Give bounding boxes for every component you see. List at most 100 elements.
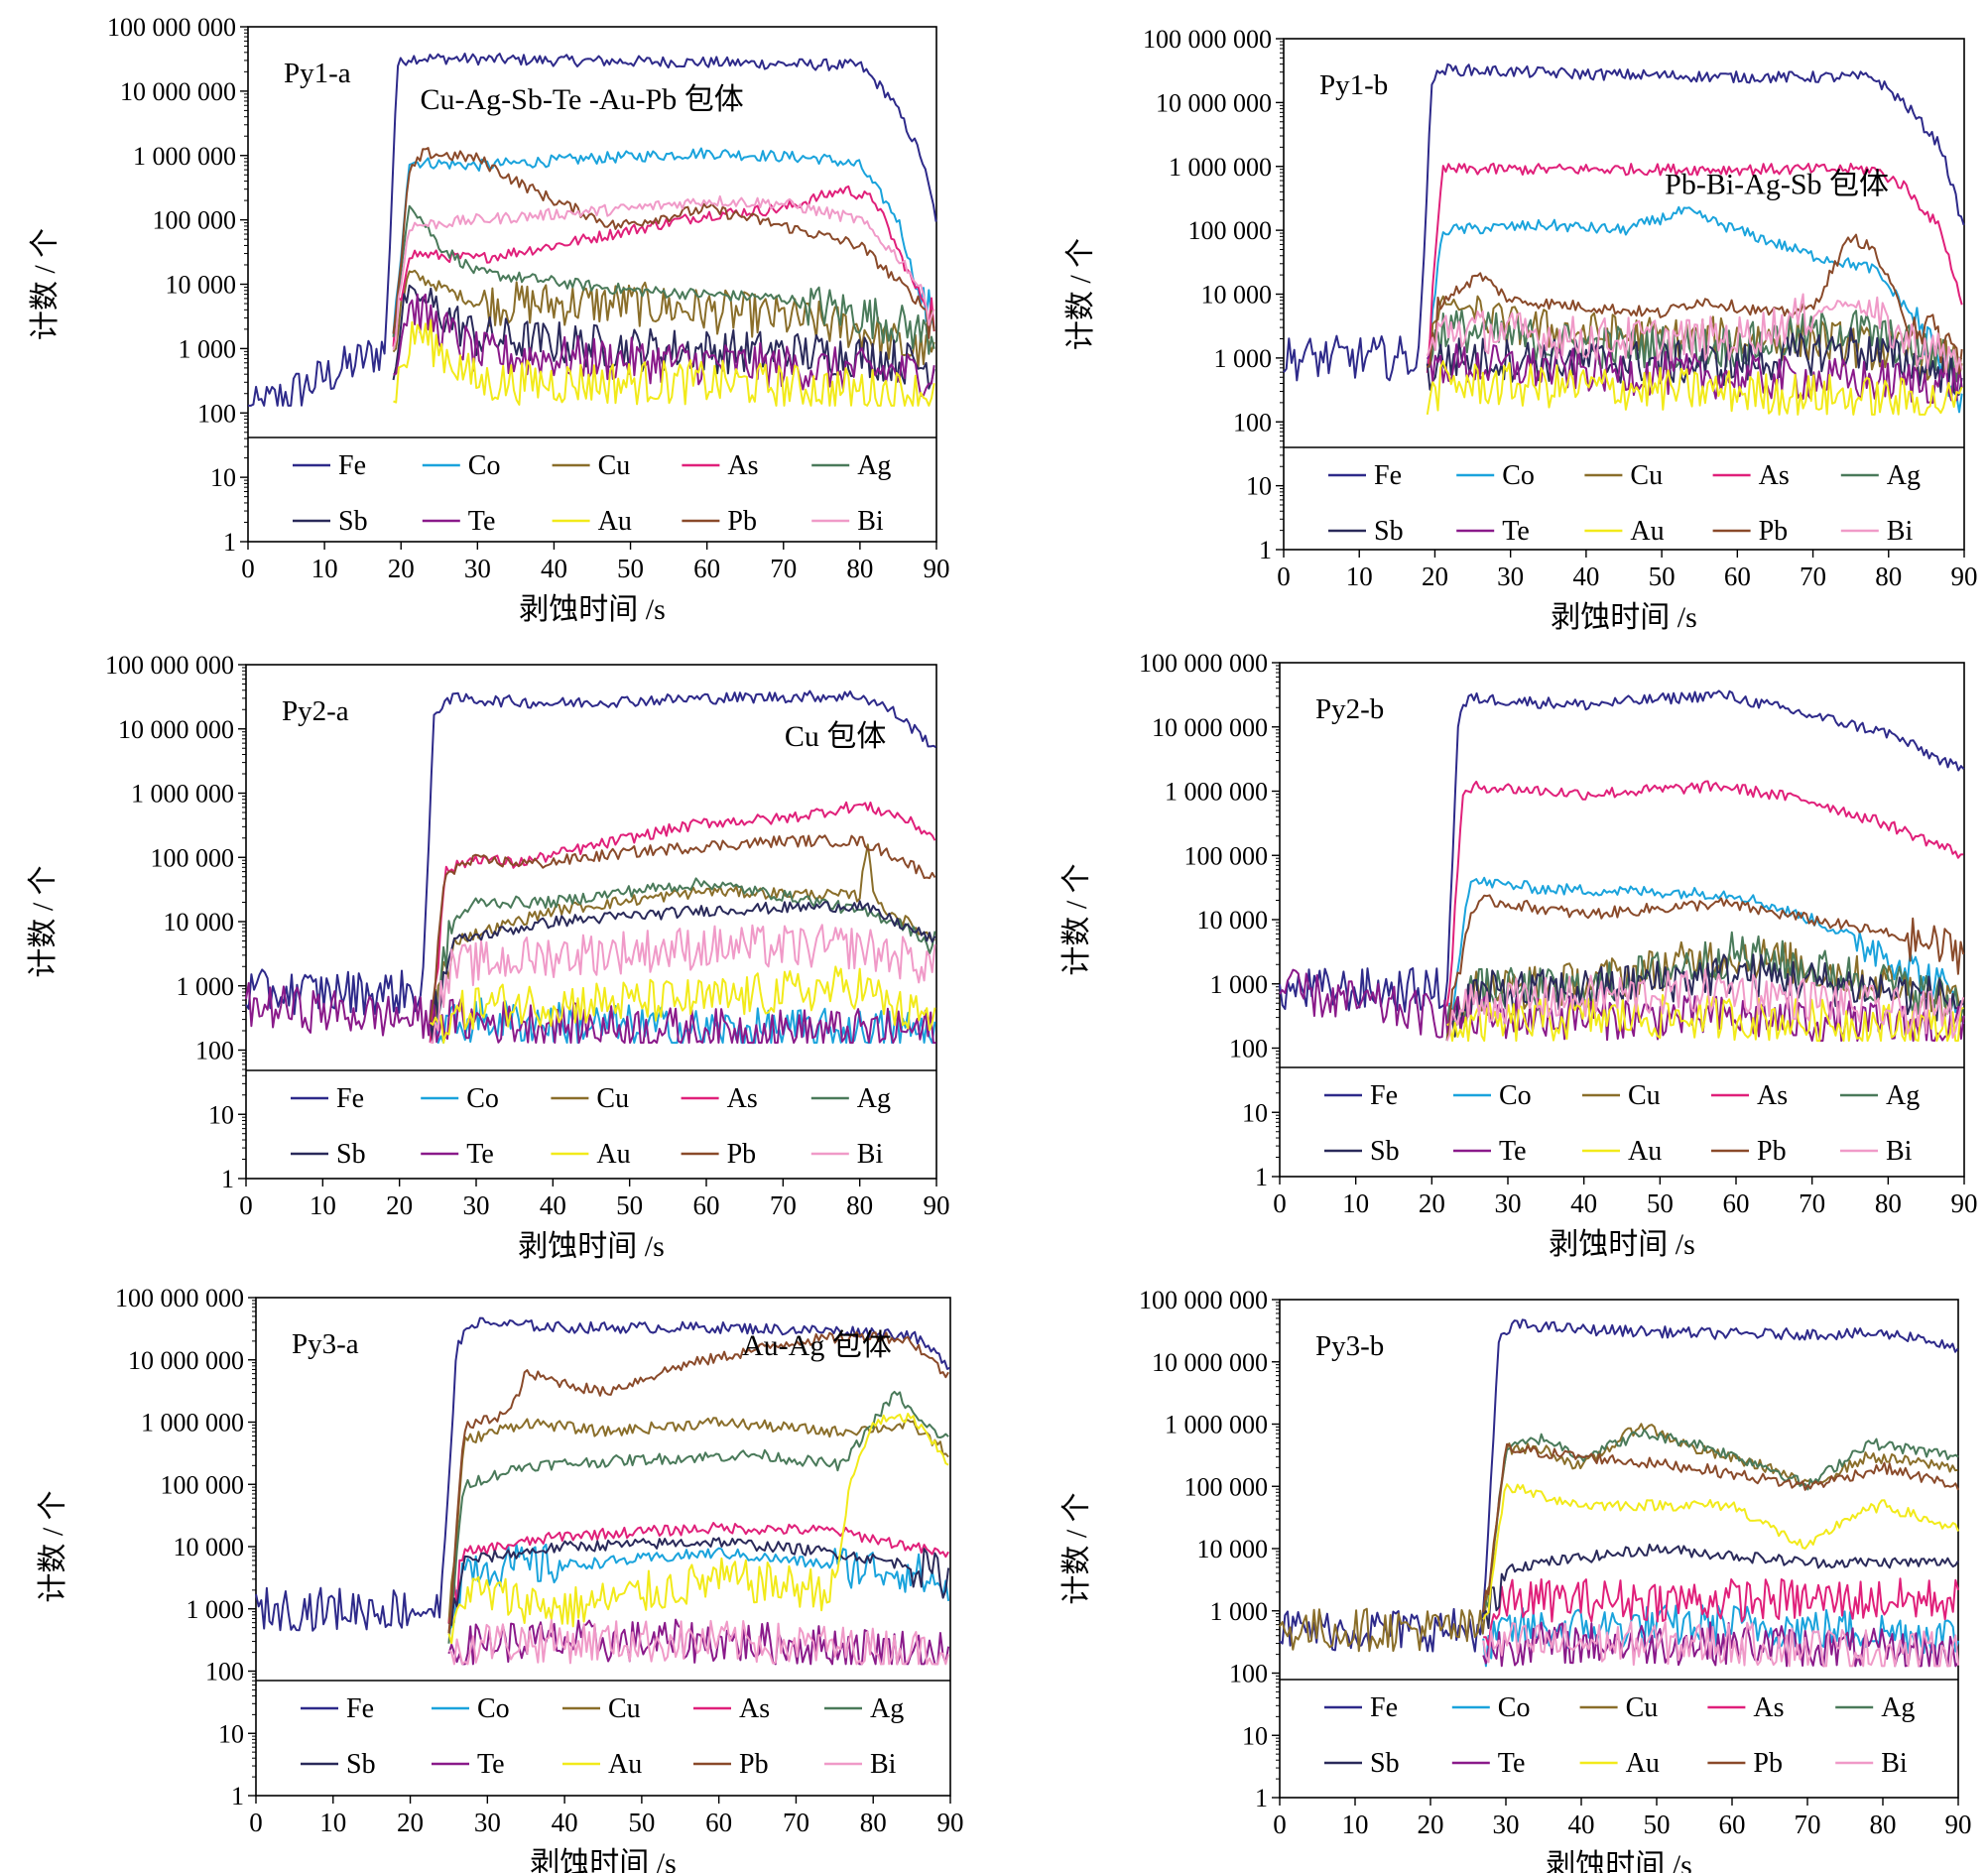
x-tick-label: 40 xyxy=(1570,1188,1597,1218)
series-line-cu xyxy=(447,1417,949,1624)
legend-item-te: Te xyxy=(432,1749,505,1780)
inclusion-annotation: Cu 包体 xyxy=(785,720,887,753)
x-axis-title: 剥蚀时间 /s xyxy=(1546,1849,1692,1873)
series-line-au xyxy=(447,1413,949,1645)
y-tick-label: 10 000 000 xyxy=(120,77,236,106)
legend-label: Au xyxy=(1628,1136,1662,1167)
legend-item-te: Te xyxy=(1453,1136,1527,1167)
legend-item-te: Te xyxy=(422,506,495,537)
series-line-au xyxy=(429,965,936,1045)
legend-label: Au xyxy=(598,506,632,537)
inclusion-annotation: Cu-Ag-Sb-Te -Au-Pb 包体 xyxy=(421,83,744,116)
legend-label: Pb xyxy=(727,1139,757,1170)
x-tick-label: 10 xyxy=(319,1808,346,1837)
series-line-as xyxy=(1426,162,1963,373)
chart-panel-3: 100 000 000 10 000 000 1 000 000 100 000 10 … xyxy=(27,651,950,1263)
x-tick-label: 50 xyxy=(1647,1188,1674,1218)
y-tick-label: 1 000 000 xyxy=(131,780,234,809)
legend-label: Sb xyxy=(346,1749,376,1780)
legend-label: Pb xyxy=(1759,516,1789,547)
series-line-as xyxy=(1445,780,1964,1007)
series-line-sb xyxy=(1445,953,1965,1038)
legend-item-ag: Ag xyxy=(1835,1692,1915,1723)
legend-item-bi: Bi xyxy=(810,1139,884,1170)
legend-label: As xyxy=(727,1083,758,1114)
series-line-sb xyxy=(1482,1543,1959,1630)
legend-label: Au xyxy=(1630,516,1664,547)
y-tick-label: 100 xyxy=(1233,408,1272,437)
legend-item-te: Te xyxy=(421,1139,494,1170)
legend: Fe Co Cu As Ag Sb Te Au Pb Bi xyxy=(301,1693,904,1780)
x-tick-label: 30 xyxy=(1493,1810,1520,1839)
legend-label: Bi xyxy=(857,1139,884,1170)
series-line-te xyxy=(447,1618,950,1666)
legend-label: Sb xyxy=(336,1139,366,1170)
legend-item-fe: Fe xyxy=(291,1083,364,1114)
sample-label: Py1-a xyxy=(284,58,351,89)
y-tick-label: 100 000 xyxy=(151,843,235,872)
legend-label: Co xyxy=(468,450,501,481)
legend-item-cu: Cu xyxy=(552,450,630,481)
inclusion-annotation: Au-Ag 包体 xyxy=(742,1329,892,1362)
legend-item-fe: Fe xyxy=(301,1693,374,1724)
series-line-pb xyxy=(392,147,935,339)
legend-item-cu: Cu xyxy=(562,1693,641,1724)
y-tick-label: 10 000 000 xyxy=(118,715,234,744)
legend-label: Sb xyxy=(338,506,368,537)
y-tick-label: 1 xyxy=(1255,1163,1268,1191)
legend-item-sb: Sb xyxy=(1324,1748,1400,1779)
legend: Fe Co Cu As Ag Sb Te Au Pb Bi xyxy=(1324,1692,1915,1779)
legend-item-bi: Bi xyxy=(1840,516,1913,547)
series-line-te xyxy=(245,982,936,1045)
y-tick-label: 100 xyxy=(197,399,236,428)
y-tick-label: 100 000 xyxy=(1188,216,1273,245)
x-tick-label: 40 xyxy=(1568,1810,1595,1839)
legend-item-bi: Bi xyxy=(824,1749,897,1780)
legend-item-co: Co xyxy=(1451,1692,1530,1723)
series-group xyxy=(255,1316,950,1666)
x-tick-label: 60 xyxy=(705,1808,732,1837)
x-tick-label: 90 xyxy=(924,1190,950,1220)
series-line-pb xyxy=(447,1330,949,1634)
legend-label: As xyxy=(739,1693,770,1724)
series-line-co xyxy=(1426,205,1963,414)
legend-label: As xyxy=(1757,1080,1788,1111)
x-tick-label: 10 xyxy=(1342,1188,1369,1218)
legend-label: As xyxy=(1753,1692,1784,1723)
x-tick-label: 70 xyxy=(1800,562,1826,591)
legend-item-bi: Bi xyxy=(1835,1748,1908,1779)
legend-label: Fe xyxy=(346,1693,374,1724)
legend-label: As xyxy=(727,450,758,481)
series-line-fe xyxy=(1279,1318,1959,1653)
x-axis-title: 剥蚀时间 /s xyxy=(1549,1228,1695,1261)
series-line-au xyxy=(1482,1483,1959,1620)
legend-item-as: As xyxy=(681,1083,758,1114)
y-tick-label: 10 000 000 xyxy=(1152,713,1268,742)
series-line-co xyxy=(447,1543,950,1632)
legend-item-sb: Sb xyxy=(291,1139,366,1170)
legend-label: Ag xyxy=(870,1693,904,1724)
legend-label: Cu xyxy=(1630,460,1663,491)
y-tick-label: 10 xyxy=(210,463,236,492)
x-tick-label: 30 xyxy=(474,1808,501,1837)
legend-item-ag: Ag xyxy=(824,1693,904,1724)
legend-label: Te xyxy=(466,1139,494,1170)
legend-item-au: Au xyxy=(551,1139,631,1170)
x-tick-label: 20 xyxy=(386,1190,413,1220)
y-tick-label: 1 xyxy=(1259,536,1272,564)
x-tick-label: 20 xyxy=(1418,1810,1444,1839)
series-line-au xyxy=(393,318,935,407)
legend: Fe Co Cu As Ag Sb Te Au Pb Bi xyxy=(1328,460,1921,547)
series-group xyxy=(245,689,937,1045)
legend-label: Fe xyxy=(1370,1692,1398,1723)
y-tick-label: 10 000 xyxy=(1197,1535,1269,1563)
x-axis-title: 剥蚀时间 /s xyxy=(519,593,666,626)
series-group xyxy=(1279,689,1965,1043)
x-tick-label: 30 xyxy=(463,1190,490,1220)
x-tick-label: 0 xyxy=(239,1190,253,1220)
legend-label: Ag xyxy=(857,450,891,481)
legend-label: Bi xyxy=(1881,1748,1908,1779)
x-tick-label: 70 xyxy=(783,1808,809,1837)
y-tick-label: 10 xyxy=(208,1100,234,1129)
y-tick-label: 10 000 xyxy=(174,1533,245,1561)
